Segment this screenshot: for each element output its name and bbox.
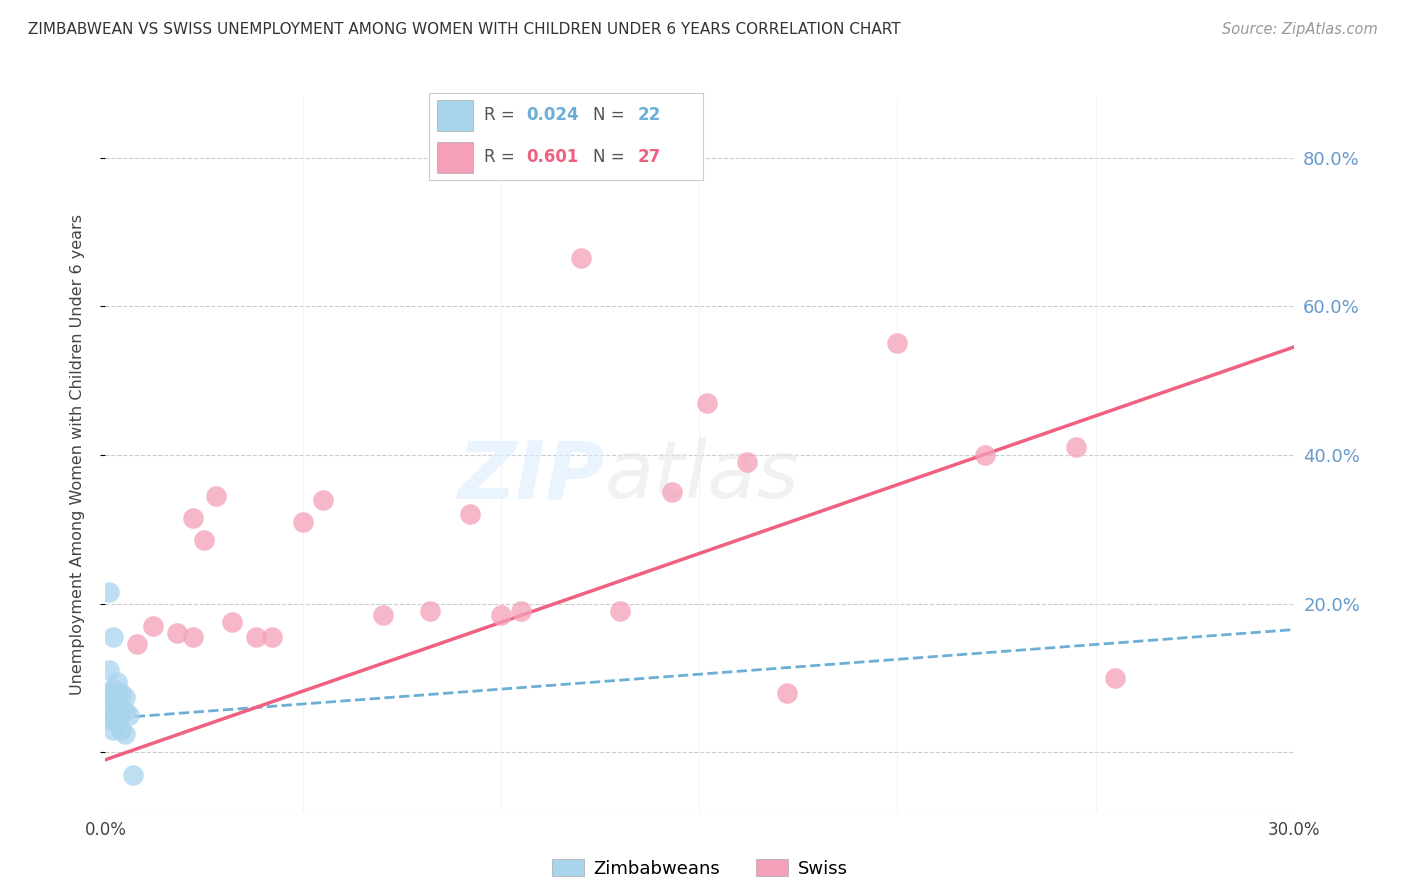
Bar: [437, 100, 472, 131]
Text: 0.024: 0.024: [526, 106, 579, 125]
Text: N =: N =: [593, 106, 630, 125]
Point: [609, 604, 631, 618]
Point: [105, 715, 128, 730]
Point: [98, 686, 121, 700]
Point: [491, 607, 513, 622]
Point: [110, 723, 132, 737]
Point: [696, 396, 718, 410]
Point: [312, 492, 335, 507]
Point: [260, 630, 283, 644]
Text: ZIMBABWEAN VS SWISS UNEMPLOYMENT AMONG WOMEN WITH CHILDREN UNDER 6 YEARS CORRELA: ZIMBABWEAN VS SWISS UNEMPLOYMENT AMONG W…: [28, 22, 901, 37]
Point: [735, 455, 758, 469]
Bar: [437, 142, 472, 173]
Point: [886, 336, 908, 351]
Point: [114, 705, 136, 719]
Point: [98, 712, 121, 726]
Point: [419, 604, 441, 618]
Point: [569, 251, 592, 265]
Text: R =: R =: [484, 148, 520, 167]
Point: [110, 686, 132, 700]
Point: [98, 700, 121, 714]
Point: [181, 511, 204, 525]
Point: [166, 626, 188, 640]
Point: [103, 630, 125, 644]
Point: [118, 708, 141, 723]
Point: [205, 489, 228, 503]
Point: [105, 700, 128, 714]
Text: 27: 27: [637, 148, 661, 167]
Point: [98, 585, 121, 599]
Text: 0.601: 0.601: [526, 148, 578, 167]
Y-axis label: Unemployment Among Women with Children Under 6 years: Unemployment Among Women with Children U…: [70, 214, 84, 696]
Point: [103, 681, 125, 696]
Text: atlas: atlas: [605, 437, 799, 516]
Point: [103, 723, 125, 737]
Point: [371, 607, 394, 622]
Point: [105, 674, 128, 689]
Point: [245, 630, 267, 644]
Point: [292, 515, 315, 529]
Point: [193, 533, 215, 548]
Text: Source: ZipAtlas.com: Source: ZipAtlas.com: [1222, 22, 1378, 37]
Point: [110, 700, 132, 714]
Text: R =: R =: [484, 106, 520, 125]
Point: [458, 508, 481, 522]
Point: [661, 485, 683, 500]
Point: [1064, 441, 1087, 455]
Point: [1104, 671, 1126, 685]
Point: [103, 708, 125, 723]
Point: [105, 690, 128, 704]
Point: [973, 448, 995, 462]
Text: N =: N =: [593, 148, 630, 167]
Point: [510, 604, 533, 618]
Point: [114, 690, 136, 704]
Legend: Zimbabweans, Swiss: Zimbabweans, Swiss: [544, 852, 855, 885]
Point: [122, 767, 145, 781]
Point: [127, 637, 149, 651]
Point: [181, 630, 204, 644]
Point: [114, 726, 136, 740]
Point: [142, 619, 165, 633]
Point: [221, 615, 243, 630]
Point: [775, 686, 797, 700]
Point: [103, 693, 125, 707]
Point: [98, 664, 121, 678]
Text: ZIP: ZIP: [457, 437, 605, 516]
Text: 22: 22: [637, 106, 661, 125]
